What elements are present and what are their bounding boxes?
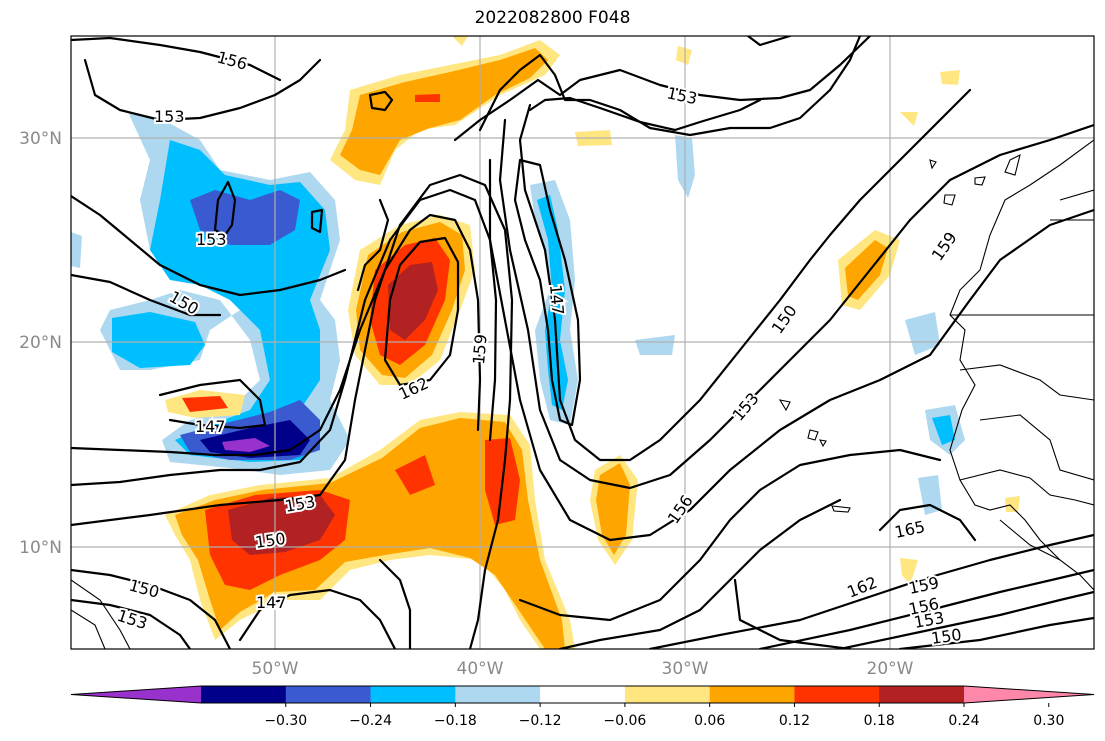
colorbar-segment bbox=[370, 686, 456, 703]
positive-anomaly-region bbox=[340, 48, 548, 175]
colorbar-tick-label: 0.30 bbox=[1033, 713, 1064, 729]
colorbar-segment bbox=[709, 686, 795, 703]
colorbar-tick-label: 0.12 bbox=[779, 713, 810, 729]
colorbar-segment bbox=[540, 686, 626, 703]
contour-label: 153 bbox=[196, 230, 227, 249]
colorbar-tick-label: −0.06 bbox=[603, 713, 646, 729]
contour-label: 150 bbox=[930, 625, 963, 648]
contour-label: 153 bbox=[729, 389, 763, 425]
height-contours bbox=[71, 36, 1094, 649]
negative-anomaly-region bbox=[222, 438, 270, 452]
colorbar-segment bbox=[879, 686, 965, 703]
contour-label: 147 bbox=[256, 593, 287, 612]
lat-tick-label: 30°N bbox=[19, 129, 62, 149]
positive-anomaly-region bbox=[452, 36, 468, 46]
negative-anomaly-region bbox=[932, 415, 955, 445]
positive-anomaly-region bbox=[900, 112, 918, 126]
contour-label: 159 bbox=[928, 228, 961, 264]
colorbar-tick-label: −0.24 bbox=[349, 713, 392, 729]
lon-tick-label: 50°W bbox=[252, 659, 299, 679]
contour-label: 150 bbox=[127, 576, 161, 602]
lat-tick-labels: 30°N 20°N 10°N bbox=[19, 129, 62, 558]
positive-anomaly-region bbox=[388, 262, 438, 340]
lon-tick-label: 20°W bbox=[867, 659, 914, 679]
contour-label: 147 bbox=[195, 417, 226, 436]
colorbar-tick-label: 0.24 bbox=[948, 713, 979, 729]
contour-label: 159 bbox=[469, 333, 491, 365]
contour-label: 165 bbox=[893, 517, 927, 542]
positive-anomaly-region bbox=[940, 70, 960, 85]
colorbar-extend-min bbox=[71, 686, 201, 703]
colorbar-extend-max bbox=[964, 686, 1094, 703]
lat-tick-label: 10°N bbox=[19, 538, 62, 558]
contour-label: 150 bbox=[768, 301, 801, 337]
colorbar-tick-label: −0.18 bbox=[434, 713, 477, 729]
contour-labels: 156 153 153 153 150 147 162 159 147 150 … bbox=[113, 46, 965, 649]
map-panel: 156 153 153 153 150 147 162 159 147 150 … bbox=[71, 36, 1094, 649]
positive-anomaly-region bbox=[900, 558, 918, 585]
lon-tick-labels: 50°W 40°W 30°W 20°W bbox=[252, 659, 914, 679]
contour-label: 156 bbox=[664, 491, 697, 527]
colorbar-segment bbox=[455, 686, 541, 703]
contour-label: 153 bbox=[665, 83, 699, 108]
negative-anomaly-region bbox=[905, 312, 940, 355]
contour-label: 147 bbox=[546, 284, 568, 316]
map-title: 2022082800 F048 bbox=[474, 8, 631, 28]
positive-anomaly-region bbox=[228, 495, 335, 555]
colorbar: −0.30 −0.24 −0.18 −0.12 −0.06 0.06 0.12 0.18 0.2… bbox=[70, 685, 1095, 729]
lat-tick-label: 20°N bbox=[19, 333, 62, 353]
positive-anomaly-region bbox=[415, 94, 440, 102]
colorbar-tick-label: 0.06 bbox=[694, 713, 725, 729]
colorbar-segment bbox=[285, 686, 372, 703]
map-frame bbox=[70, 35, 1095, 650]
positive-anomaly-region bbox=[182, 396, 228, 412]
colorbar-segment bbox=[624, 686, 711, 703]
contour-label: 156 bbox=[215, 48, 249, 74]
colorbar-segment bbox=[794, 686, 880, 703]
colorbar-segment bbox=[201, 686, 287, 703]
contour-label: 162 bbox=[844, 573, 879, 602]
contour-label: 153 bbox=[154, 107, 185, 126]
colorbar-tick-label: −0.30 bbox=[264, 713, 307, 729]
positive-anomaly-region bbox=[395, 455, 435, 495]
positive-anomaly-region bbox=[175, 418, 565, 649]
colorbar-outline bbox=[70, 685, 1095, 704]
positive-anomaly-region bbox=[845, 240, 888, 300]
negative-anomaly-region bbox=[71, 232, 82, 268]
positive-anomaly-region bbox=[1005, 496, 1020, 512]
positive-anomaly-region bbox=[676, 46, 692, 65]
negative-anomaly-region bbox=[112, 312, 205, 368]
negative-anomaly-region bbox=[635, 335, 675, 355]
lon-tick-label: 40°W bbox=[457, 659, 504, 679]
coastlines bbox=[71, 139, 1094, 649]
colorbar-tick-label: −0.12 bbox=[519, 713, 562, 729]
colorbar-tick-label: 0.18 bbox=[864, 713, 895, 729]
lon-tick-label: 30°W bbox=[662, 659, 709, 679]
